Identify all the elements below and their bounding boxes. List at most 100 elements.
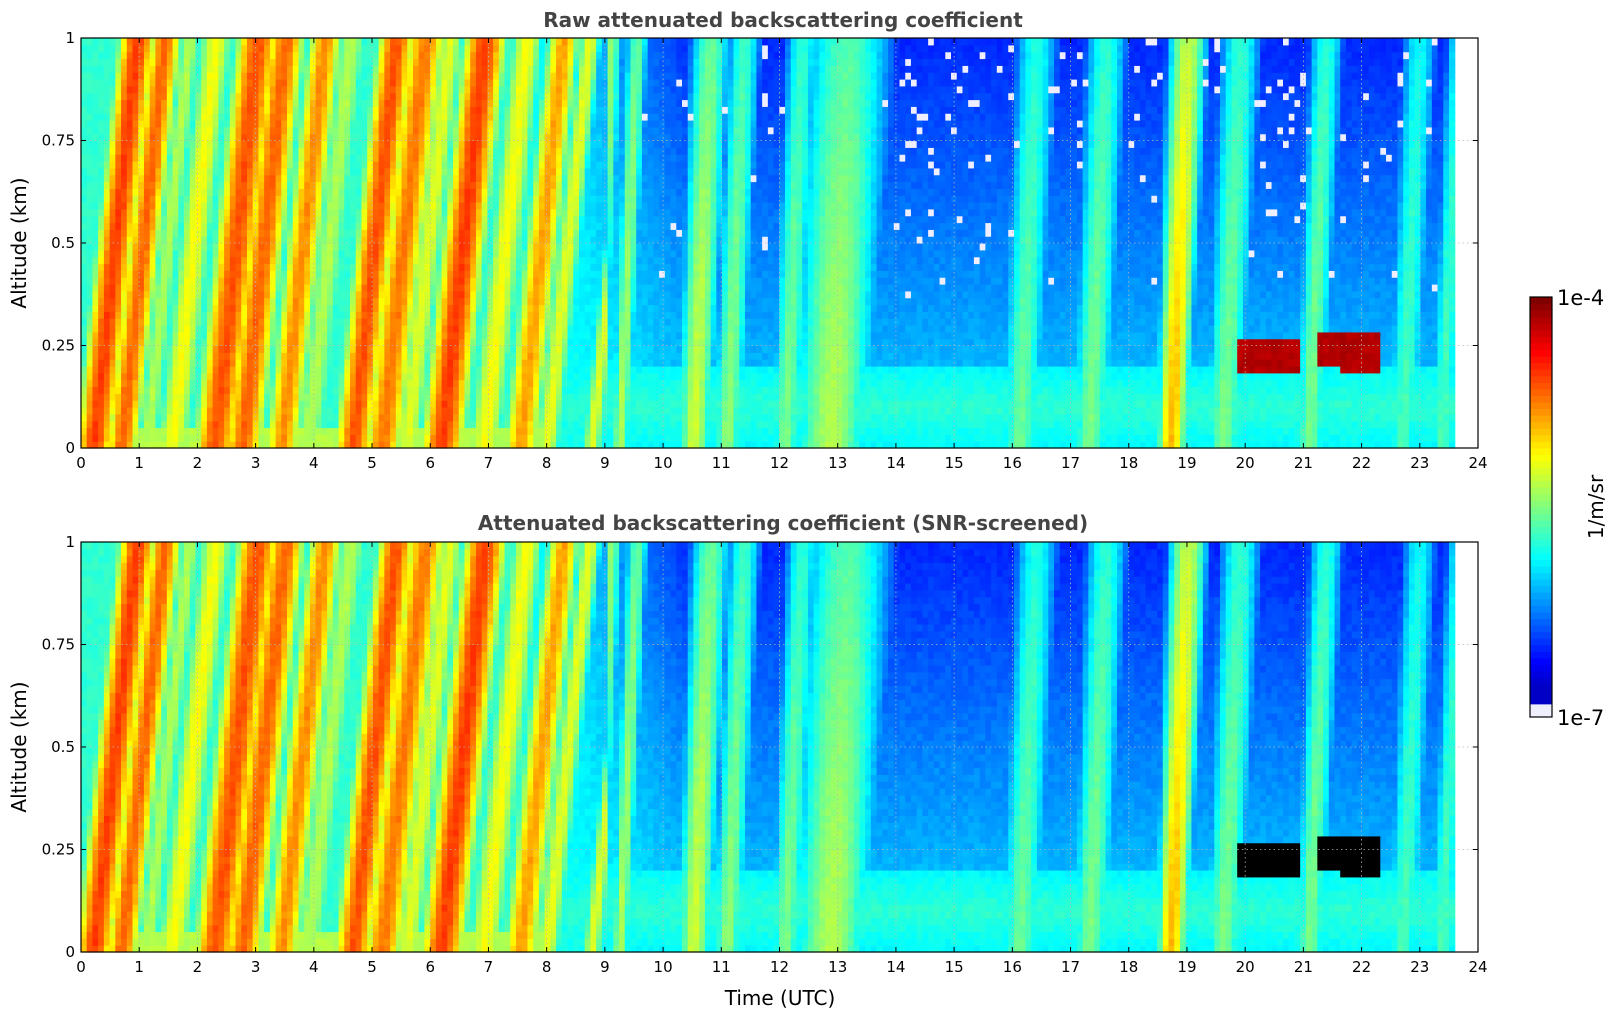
heatmap-cell bbox=[458, 154, 466, 162]
heatmap-cell bbox=[143, 290, 151, 299]
heatmap-cell bbox=[298, 236, 305, 244]
heatmap-cell bbox=[550, 366, 557, 374]
heatmap-cell bbox=[287, 277, 294, 285]
heatmap-cell bbox=[166, 366, 174, 374]
heatmap-cell bbox=[178, 338, 185, 347]
heatmap-cell bbox=[149, 147, 157, 155]
heatmap-cell bbox=[453, 208, 460, 217]
heatmap-cell bbox=[510, 229, 517, 237]
heatmap-cell bbox=[201, 379, 208, 388]
heatmap-cell bbox=[224, 427, 231, 435]
heatmap-cell bbox=[218, 106, 225, 114]
heatmap-cell bbox=[447, 277, 454, 285]
heatmap-cell bbox=[281, 236, 288, 244]
heatmap-cell bbox=[309, 393, 317, 401]
heatmap-cell bbox=[332, 44, 340, 53]
heatmap-cell bbox=[121, 38, 128, 46]
heatmap-cell bbox=[538, 85, 546, 94]
heatmap-cell bbox=[195, 400, 202, 408]
heatmap-cell bbox=[241, 126, 248, 135]
heatmap-cell bbox=[533, 167, 540, 176]
heatmap-cell bbox=[550, 167, 557, 176]
heatmap-cell bbox=[453, 161, 460, 169]
heatmap-cell bbox=[315, 393, 322, 401]
heatmap-cell bbox=[166, 161, 174, 169]
heatmap-cell bbox=[166, 400, 174, 408]
heatmap-cell bbox=[361, 85, 368, 94]
heatmap-cell bbox=[464, 51, 471, 60]
heatmap-cell bbox=[550, 51, 557, 60]
heatmap-cell bbox=[287, 229, 294, 237]
heatmap-cell bbox=[86, 338, 94, 347]
heatmap-cell bbox=[344, 65, 351, 73]
heatmap-cell bbox=[521, 195, 529, 203]
heatmap-cell bbox=[395, 311, 403, 319]
heatmap-cell bbox=[327, 243, 334, 251]
heatmap-cell bbox=[206, 85, 214, 94]
heatmap-cell bbox=[138, 243, 145, 251]
heatmap-cell bbox=[453, 236, 460, 244]
heatmap-cell bbox=[458, 195, 466, 203]
heatmap-cell bbox=[395, 106, 403, 114]
heatmap-cell bbox=[367, 297, 374, 306]
heatmap-cell bbox=[161, 256, 168, 265]
heatmap-cell bbox=[395, 167, 403, 176]
heatmap-cell bbox=[132, 181, 139, 189]
heatmap-cell bbox=[447, 38, 454, 46]
heatmap-cell bbox=[538, 120, 546, 128]
heatmap-cell bbox=[184, 154, 191, 162]
heatmap-cell bbox=[372, 427, 380, 435]
heatmap-cell bbox=[126, 106, 134, 114]
heatmap-cell bbox=[350, 352, 357, 360]
heatmap-cell bbox=[498, 366, 506, 374]
heatmap-cell bbox=[264, 222, 271, 230]
heatmap-cell bbox=[550, 290, 557, 299]
heatmap-cell bbox=[138, 167, 145, 176]
heatmap-cell bbox=[86, 325, 94, 333]
heatmap-cell bbox=[258, 147, 265, 155]
heatmap-cell bbox=[367, 38, 374, 46]
heatmap-cell bbox=[372, 195, 380, 203]
heatmap-cell bbox=[109, 427, 116, 435]
heatmap-cell bbox=[304, 352, 311, 360]
heatmap-cell bbox=[309, 120, 317, 128]
heatmap-cell bbox=[218, 243, 225, 251]
heatmap-cell bbox=[538, 359, 546, 367]
heatmap-cell bbox=[206, 413, 214, 422]
heatmap-cell bbox=[350, 297, 357, 306]
heatmap-cell bbox=[510, 65, 517, 73]
heatmap-cell bbox=[412, 72, 420, 80]
heatmap-cell bbox=[418, 161, 426, 169]
heatmap-cell bbox=[212, 58, 219, 66]
heatmap-cell bbox=[275, 290, 282, 299]
heatmap-cell bbox=[493, 379, 500, 388]
heatmap-cell bbox=[493, 270, 500, 278]
heatmap-cell bbox=[264, 92, 271, 101]
heatmap-cell bbox=[533, 154, 540, 162]
heatmap-cell bbox=[487, 195, 494, 203]
heatmap-cell bbox=[498, 311, 506, 319]
heatmap-cell bbox=[115, 79, 122, 87]
heatmap-cell bbox=[458, 277, 466, 285]
heatmap-cell bbox=[435, 441, 443, 449]
heatmap-cell bbox=[275, 140, 282, 148]
heatmap-cell bbox=[327, 372, 334, 381]
heatmap-cell bbox=[498, 215, 506, 224]
heatmap-cell bbox=[178, 256, 185, 265]
heatmap-cell bbox=[103, 434, 111, 442]
heatmap-cell bbox=[521, 167, 529, 176]
heatmap-cell bbox=[424, 311, 431, 319]
heatmap-cell bbox=[269, 44, 277, 53]
heatmap-cell bbox=[212, 133, 219, 142]
heatmap-cell bbox=[327, 222, 334, 230]
heatmap-cell bbox=[201, 236, 208, 244]
heatmap-cell bbox=[258, 99, 265, 107]
heatmap-cell bbox=[332, 133, 340, 142]
heatmap-cell bbox=[269, 120, 277, 128]
heatmap-cell bbox=[418, 65, 426, 73]
heatmap-cell bbox=[504, 161, 511, 169]
heatmap-cell bbox=[481, 174, 488, 183]
heatmap-cell bbox=[493, 338, 500, 347]
heatmap-cell bbox=[355, 236, 363, 244]
heatmap-cell bbox=[470, 331, 477, 340]
